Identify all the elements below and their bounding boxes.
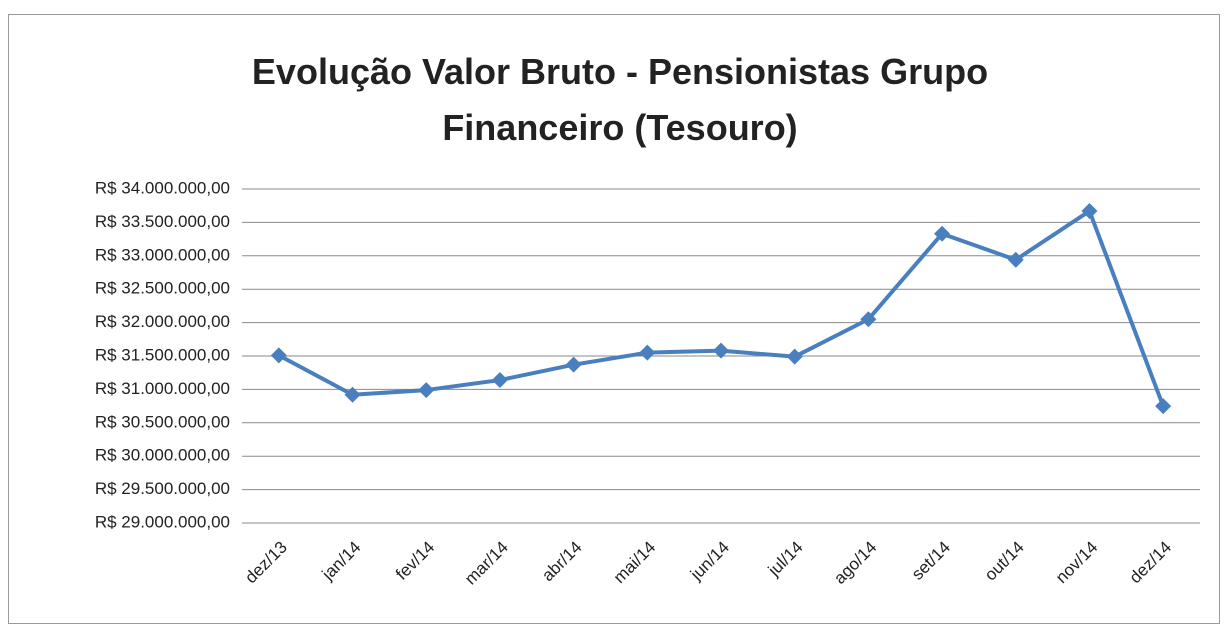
y-tick-label: R$ 29.000.000,00: [95, 512, 230, 531]
series-line: [277, 209, 1166, 407]
x-tick-label: ago/14: [830, 538, 880, 588]
chart-frame: [8, 14, 1220, 624]
data-point: [639, 344, 656, 361]
y-tick-label: R$ 34.000.000,00: [95, 178, 230, 197]
x-tick-label: dez/13: [241, 538, 291, 588]
y-tick-label: R$ 29.500.000,00: [95, 479, 230, 498]
data-point: [565, 356, 582, 373]
y-tick-label: R$ 30.500.000,00: [95, 412, 230, 431]
x-tick-label: mar/14: [461, 538, 512, 589]
x-tick-label: mai/14: [610, 538, 660, 588]
y-tick-label: R$ 31.000.000,00: [95, 379, 230, 398]
x-tick-label: set/14: [908, 538, 954, 584]
y-tick-label: R$ 32.000.000,00: [95, 312, 230, 331]
data-point: [418, 382, 435, 399]
data-point: [1081, 203, 1098, 220]
x-tick-label: jun/14: [686, 538, 733, 585]
y-tick-label: R$ 32.500.000,00: [95, 279, 230, 298]
data-point: [491, 372, 508, 389]
x-tick-label: dez/14: [1126, 538, 1176, 588]
x-tick-label: jan/14: [318, 538, 365, 585]
data-point: [713, 342, 729, 359]
y-tick-label: R$ 30.000.000,00: [95, 446, 230, 465]
x-tick-label: jul/14: [764, 538, 807, 581]
y-tick-label: R$ 33.000.000,00: [95, 245, 230, 264]
data-point: [344, 386, 361, 403]
x-tick-label: out/14: [981, 538, 1028, 585]
x-tick-label: nov/14: [1052, 538, 1102, 588]
data-point: [1007, 251, 1024, 268]
y-tick-label: R$ 31.500.000,00: [95, 345, 230, 364]
chart-title: Evolução Valor Bruto - Pensionistas Grup…: [251, 51, 989, 148]
data-point: [1155, 398, 1172, 415]
data-point: [860, 311, 877, 328]
y-tick-label: R$ 33.500.000,00: [95, 212, 230, 231]
x-tick-label: fev/14: [392, 538, 438, 584]
x-tick-label: abr/14: [538, 538, 586, 586]
data-point: [786, 348, 803, 365]
data-point: [934, 225, 951, 242]
data-point: [270, 347, 287, 364]
